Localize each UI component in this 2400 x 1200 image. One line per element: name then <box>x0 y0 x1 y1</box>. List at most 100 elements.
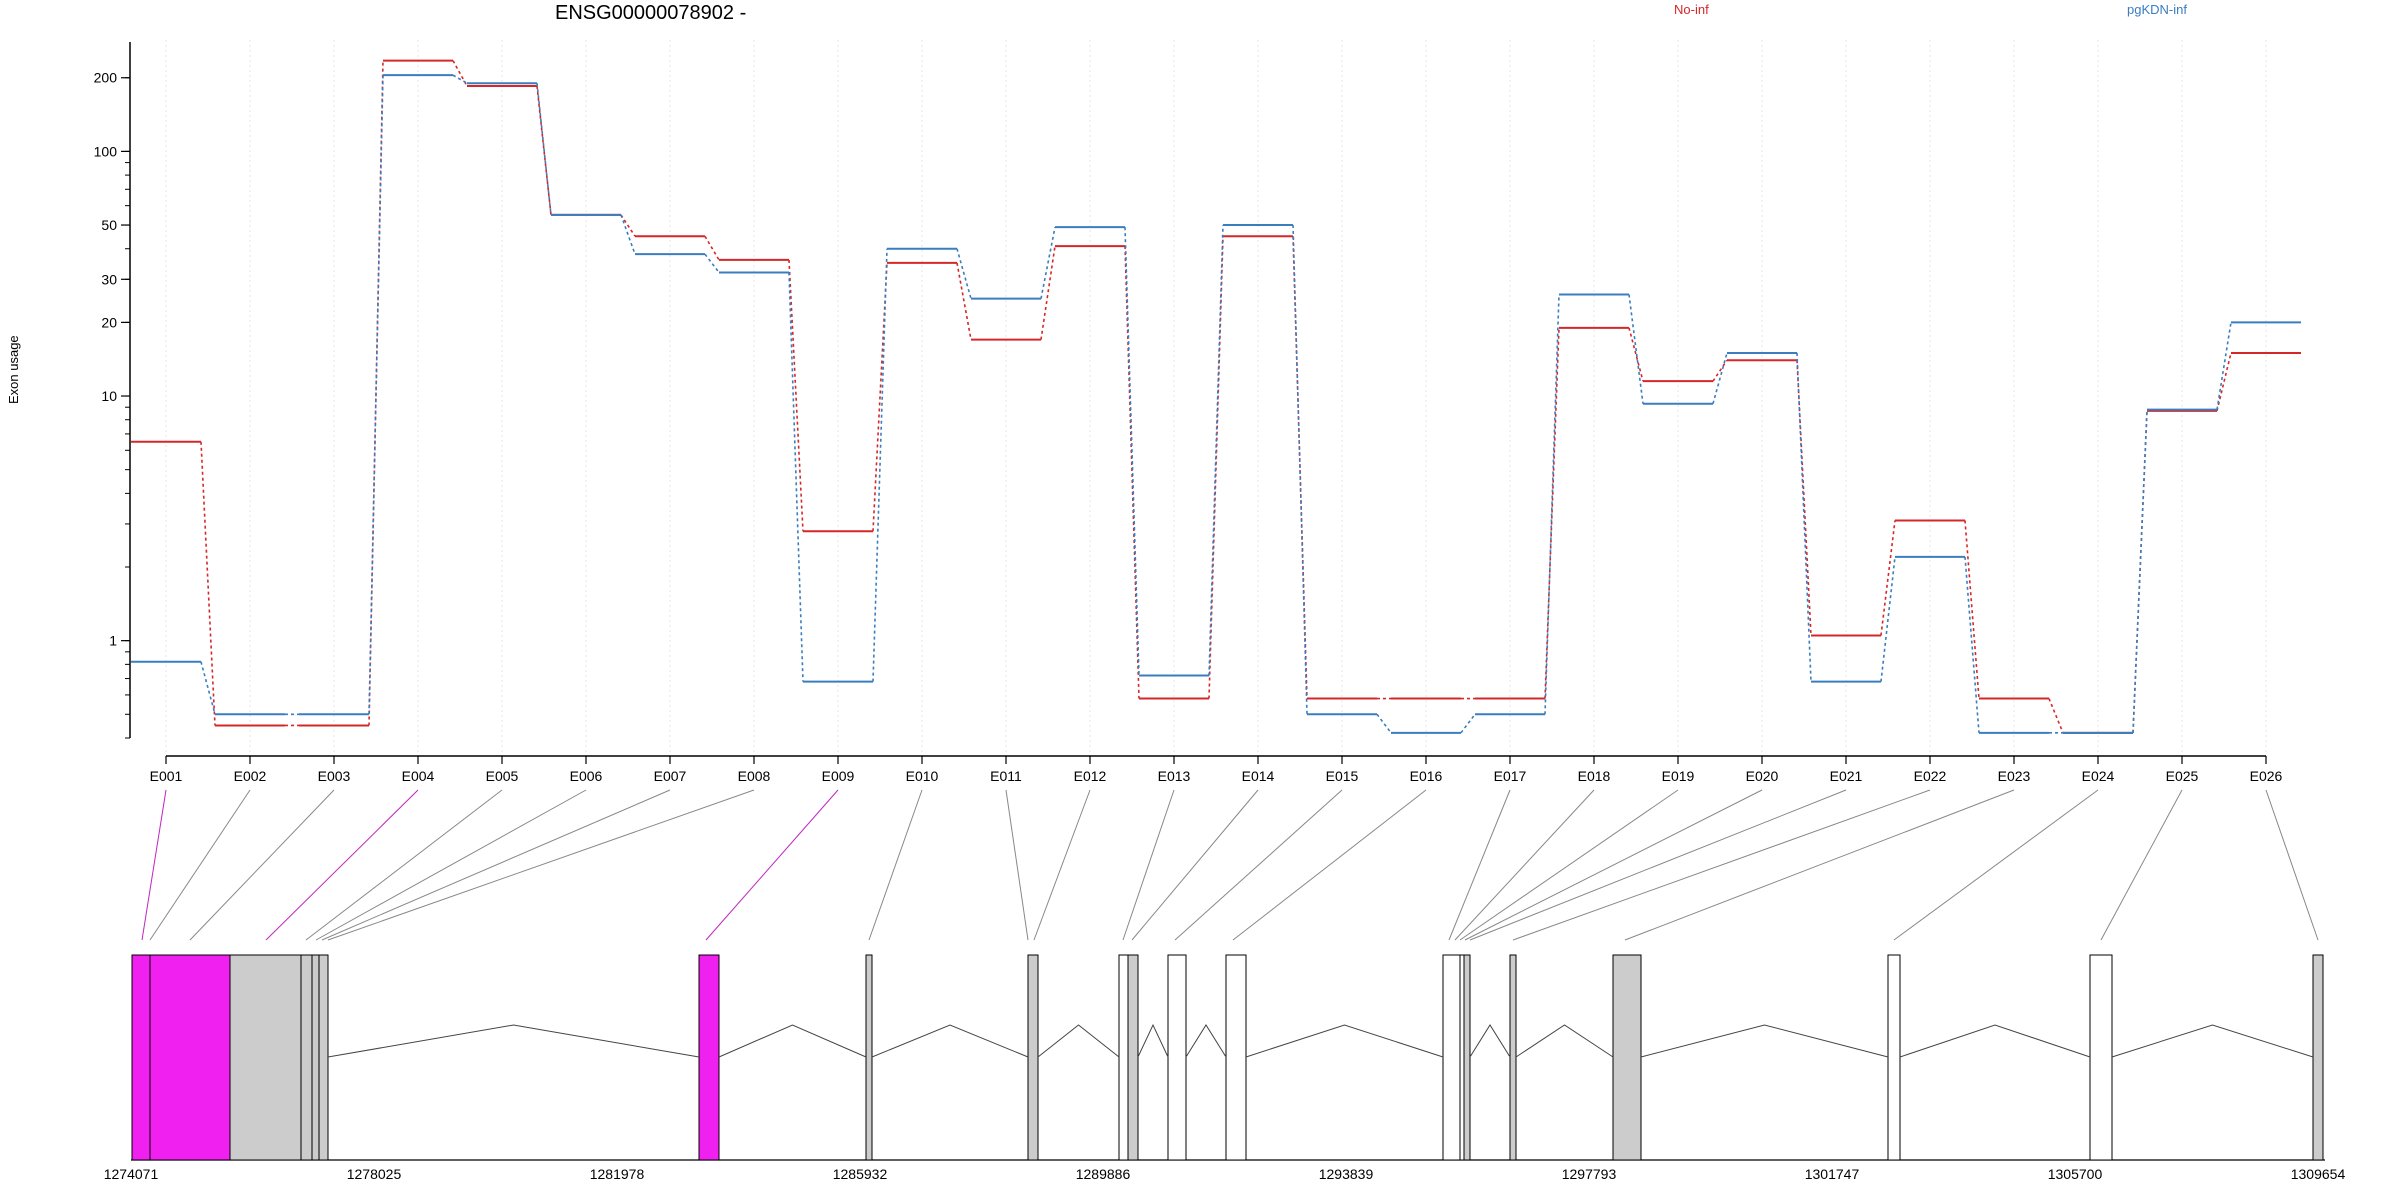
exon-block-1 <box>131 954 151 1161</box>
series-no-inf-link <box>1544 327 1560 699</box>
coordinate-label-1274071: 1274071 <box>104 1166 159 1182</box>
series-pgkdn-inf-link <box>2132 409 2148 733</box>
series-no-inf-link <box>1796 360 1812 636</box>
x-tick-label-e009: E009 <box>822 768 855 784</box>
series-pgkdn-inf-link <box>788 272 804 682</box>
series-pgkdn-inf-link <box>1964 556 1980 733</box>
connector-e007 <box>321 789 671 941</box>
connector-e019 <box>1459 789 1679 941</box>
series-pgkdn-inf-link <box>2216 322 2232 410</box>
connector-e020 <box>1464 789 1763 941</box>
series-no-inf-link <box>620 214 636 237</box>
coordinate-label-1278025: 1278025 <box>347 1166 402 1182</box>
series-pgkdn-inf-link <box>1376 713 1392 734</box>
x-tick-label-e011: E011 <box>990 768 1022 784</box>
intron-line-6 <box>1185 1024 1227 1058</box>
connector-e012 <box>1033 789 1091 941</box>
connector-e026 <box>2265 789 2319 941</box>
x-tick-label-e012: E012 <box>1074 768 1107 784</box>
series-pgkdn-inf-link <box>956 248 972 299</box>
x-tick-label-e023: E023 <box>1998 768 2031 784</box>
connector-e006 <box>315 789 587 941</box>
intron-line-8 <box>1469 1024 1511 1058</box>
x-tick-label-e017: E017 <box>1494 768 1527 784</box>
x-tick-label-e019: E019 <box>1662 768 1695 784</box>
x-tick-label-e015: E015 <box>1326 768 1359 784</box>
intron-line-2 <box>718 1024 867 1058</box>
x-tick-label-e010: E010 <box>906 768 939 784</box>
connector-e013 <box>1122 789 1175 941</box>
series-pgkdn-inf-link <box>536 83 552 215</box>
series-no-inf-link <box>1040 245 1056 340</box>
series-pgkdn-inf-link <box>1712 352 1728 404</box>
series-no-inf-link <box>704 235 720 261</box>
legend-entry-no-inf: No-inf <box>1674 2 1709 17</box>
connector-e008 <box>327 789 755 941</box>
x-tick-label-e022: E022 <box>1914 768 1947 784</box>
y-tick-label-200: 200 <box>94 70 118 86</box>
x-tick-label-e005: E005 <box>486 768 519 784</box>
series-pgkdn-inf-link <box>1544 294 1560 715</box>
connector-e016 <box>1232 789 1427 941</box>
series-no-inf-link <box>1880 520 1896 636</box>
exon-block-6 <box>318 954 329 1161</box>
x-tick-label-e006: E006 <box>570 768 603 784</box>
y-tick-label-1: 1 <box>109 633 117 649</box>
exon-block-4 <box>300 954 313 1161</box>
series-no-inf-link <box>2216 352 2232 412</box>
axes: 1 10 20 30 50 100 200 E001 E002 E003 E004 E005 E006 E… <box>94 42 2283 784</box>
y-tick-label-50: 50 <box>101 217 117 233</box>
connector-e001 <box>141 789 167 941</box>
series-no-inf-link <box>1964 520 1980 699</box>
connector-e018 <box>1454 789 1595 941</box>
legend-entry-pgkdn-inf: pgKDN-inf <box>2127 2 2187 17</box>
connector-e017 <box>1448 789 1511 941</box>
series-pgkdn-inf-link <box>1628 294 1644 404</box>
series-no-inf-link <box>956 262 972 340</box>
series-pgkdn-inf-link <box>872 248 888 682</box>
exon-block-12 <box>1167 954 1187 1161</box>
coordinate-label-1289886: 1289886 <box>1076 1166 1131 1182</box>
series-pgkdn-inf-link <box>1880 556 1896 682</box>
coordinate-label-1309654: 1309654 <box>2291 1166 2346 1182</box>
connector-e022 <box>1512 789 1931 941</box>
exon-block-16 <box>1463 954 1471 1161</box>
exon-block-19 <box>1887 954 1901 1161</box>
connector-e015 <box>1174 789 1343 941</box>
x-tick-label-e018: E018 <box>1578 768 1611 784</box>
exon-block-13 <box>1225 954 1247 1161</box>
intron-line-7 <box>1245 1024 1444 1058</box>
exon-block-5 <box>311 954 320 1161</box>
intron-line-5 <box>1137 1023 1169 1058</box>
grid <box>165 40 2267 756</box>
connector-e002 <box>149 789 251 941</box>
x-tick-label-e003: E003 <box>318 768 351 784</box>
series-pgkdn-inf-link <box>1040 227 1056 299</box>
coordinate-label-1281978: 1281978 <box>590 1166 645 1182</box>
intron-line-9 <box>1515 1024 1614 1058</box>
series-pgkdn-inf <box>131 74 2301 734</box>
exon-block-15 <box>1459 954 1465 1161</box>
connector-e010 <box>868 789 923 941</box>
x-tick-label-e008: E008 <box>738 768 771 784</box>
gene-track: 1274071 1278025 1281978 1285932 1289886 12938… <box>104 954 2346 1182</box>
series-pgkdn-inf-link <box>1796 352 1812 682</box>
coordinate-label-1297793: 1297793 <box>1562 1166 1617 1182</box>
connector-e024 <box>1893 789 2099 941</box>
intron-line-1 <box>327 1024 700 1058</box>
series-pgkdn-inf-link <box>368 75 384 715</box>
coordinate-label-1301747: 1301747 <box>1805 1166 1860 1182</box>
connector-e021 <box>1469 789 1847 941</box>
series-pgkdn-inf-link <box>1460 713 1476 734</box>
x-tick-label-e026: E026 <box>2250 768 2283 784</box>
x-tick-label-e021: E021 <box>1830 768 1863 784</box>
y-tick-label-10: 10 <box>101 388 117 404</box>
connector-e011 <box>1005 789 1029 941</box>
intron-line-11 <box>1899 1024 2091 1058</box>
exon-block-14 <box>1442 954 1461 1161</box>
intron-line-10 <box>1640 1024 1889 1058</box>
exon-block-17 <box>1509 954 1517 1161</box>
intron-line-4 <box>1037 1024 1120 1058</box>
exon-connectors <box>141 789 2319 941</box>
